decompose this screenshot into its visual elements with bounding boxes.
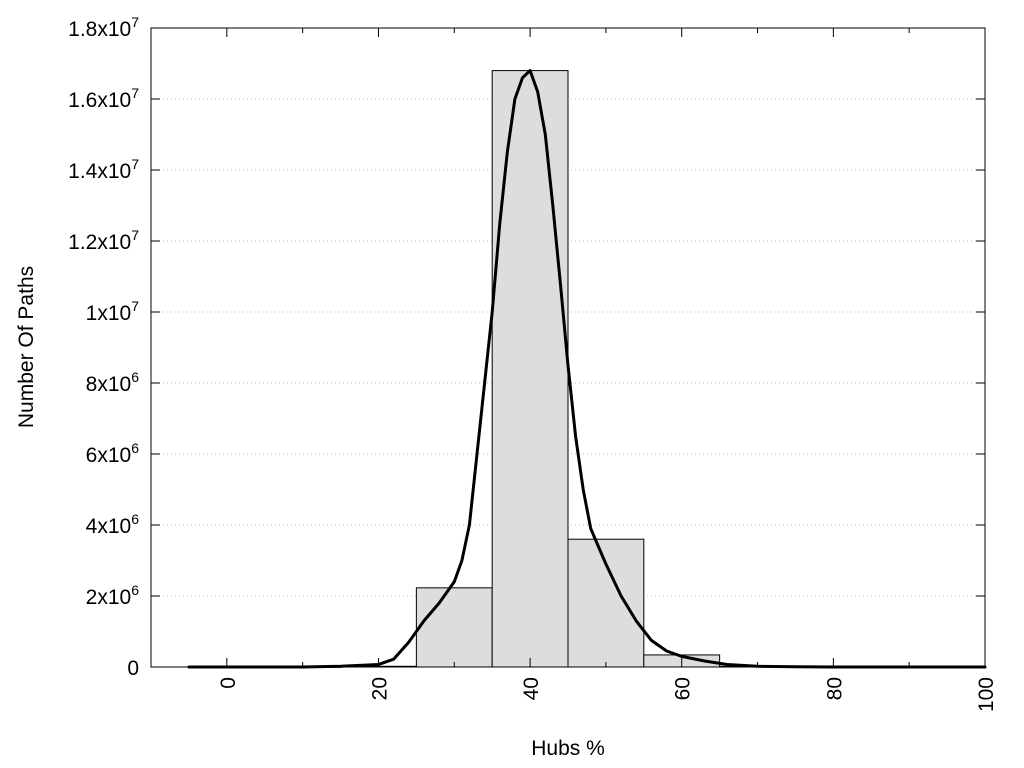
bar-3 — [415, 587, 493, 668]
y-tick-label-3: 6x106 — [86, 440, 140, 467]
x-tick-label-5: 100 — [975, 677, 998, 712]
bar-4 — [491, 70, 569, 668]
x-tick-label-1: 20 — [368, 677, 391, 700]
x-tick-labels: 0 20 40 60 80 100 — [217, 677, 998, 712]
y-tick-label-4: 8x106 — [86, 369, 140, 396]
curve-line — [187, 69, 987, 669]
bar-5 — [567, 538, 645, 668]
y-tick-label-0: 0 — [127, 657, 139, 680]
axis-ticks — [151, 27, 986, 668]
y-tick-label-7: 1.4x107 — [68, 156, 139, 183]
y-tick-label-5: 1x107 — [86, 298, 140, 325]
x-tick-label-2: 40 — [520, 677, 543, 700]
y-tick-labels: 0 2x106 4x106 6x106 8x106 1x107 1.2x107 1.4x107… — [68, 14, 139, 680]
x-tick-label-0: 0 — [217, 677, 240, 689]
plot-frame — [150, 27, 986, 668]
fit-curve — [187, 69, 987, 669]
x-tick-label-4: 80 — [823, 677, 846, 700]
y-tick-label-8: 1.6x107 — [68, 85, 139, 112]
y-axis-title: Number Of Paths — [15, 266, 38, 428]
y-tick-label-1: 2x106 — [86, 582, 140, 609]
y-tick-label-2: 4x106 — [86, 511, 140, 538]
y-tick-label-9: 1.8x107 — [68, 14, 139, 41]
y-tick-label-6: 1.2x107 — [68, 227, 139, 254]
x-axis-title: Hubs % — [531, 737, 605, 760]
histogram-bars — [188, 70, 986, 668]
x-tick-label-3: 60 — [672, 677, 695, 700]
